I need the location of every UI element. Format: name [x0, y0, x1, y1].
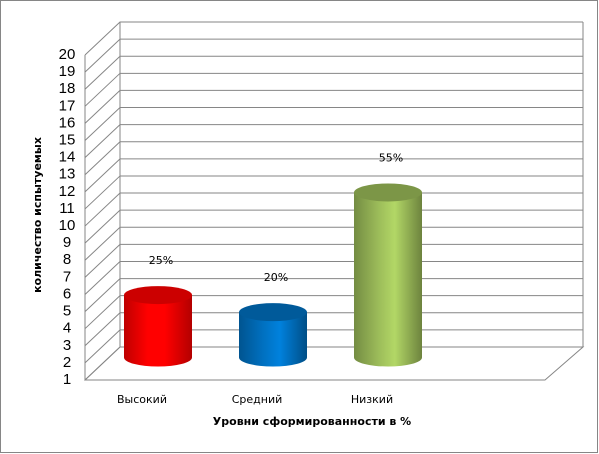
y-tick-label: 2	[63, 354, 71, 371]
bar-top	[239, 303, 307, 322]
y-tick-label: 8	[63, 251, 71, 268]
grid-line	[84, 192, 583, 227]
bar	[354, 192, 422, 367]
y-tick-label: 14	[59, 149, 76, 166]
y-tick-label: 6	[63, 285, 71, 302]
y-tick-label: 1	[63, 371, 71, 388]
x-tick-label: Высокий	[117, 393, 167, 406]
grid-line	[84, 175, 583, 210]
y-tick-label: 7	[63, 268, 71, 285]
grid-line	[84, 278, 583, 312]
grid-line	[84, 243, 583, 278]
x-axis-label: Уровни сформированности в %	[213, 415, 411, 428]
grid-line	[84, 209, 583, 244]
grid-line	[84, 89, 583, 124]
grid-line	[84, 346, 583, 381]
grid-line	[84, 312, 583, 347]
y-tick-label: 10	[59, 217, 76, 234]
y-tick-label: 19	[59, 63, 76, 80]
y-tick-label: 5	[63, 303, 71, 320]
x-tick-label: Средний	[232, 393, 283, 406]
y-tick-label: 9	[63, 234, 71, 251]
grid-line	[84, 38, 583, 73]
grid-line	[84, 260, 583, 295]
grid-line	[84, 158, 583, 193]
y-axis-label: количество испытуемых	[31, 137, 44, 293]
y-tick-label: 20	[59, 46, 76, 63]
y-tick-label: 4	[63, 320, 71, 337]
y-tick-label: 17	[59, 97, 76, 114]
grid-line	[84, 124, 583, 158]
y-tick-label: 18	[59, 80, 76, 97]
grid-line	[84, 329, 583, 364]
y-tick-label: 15	[59, 131, 76, 148]
bar-top	[124, 286, 192, 305]
y-tick-label: 12	[59, 183, 76, 200]
grid-line	[84, 107, 583, 141]
grid-line	[84, 226, 583, 261]
grid-line	[84, 55, 583, 90]
annotation: 55%	[379, 151, 403, 164]
bar	[239, 312, 307, 367]
bar	[124, 295, 192, 367]
annotation: 20%	[264, 271, 288, 284]
annotation: 25%	[149, 254, 173, 267]
grid-line	[84, 295, 583, 330]
y-tick-label: 11	[59, 200, 75, 217]
y-tick-label: 3	[63, 337, 71, 354]
y-tick-label: 16	[59, 114, 76, 131]
grid-line	[84, 141, 583, 176]
y-tick-label: 13	[59, 166, 76, 183]
bar-top	[354, 183, 422, 202]
x-tick-label: Низкий	[351, 393, 393, 406]
grid-line	[84, 72, 583, 107]
grid-line	[84, 21, 583, 56]
